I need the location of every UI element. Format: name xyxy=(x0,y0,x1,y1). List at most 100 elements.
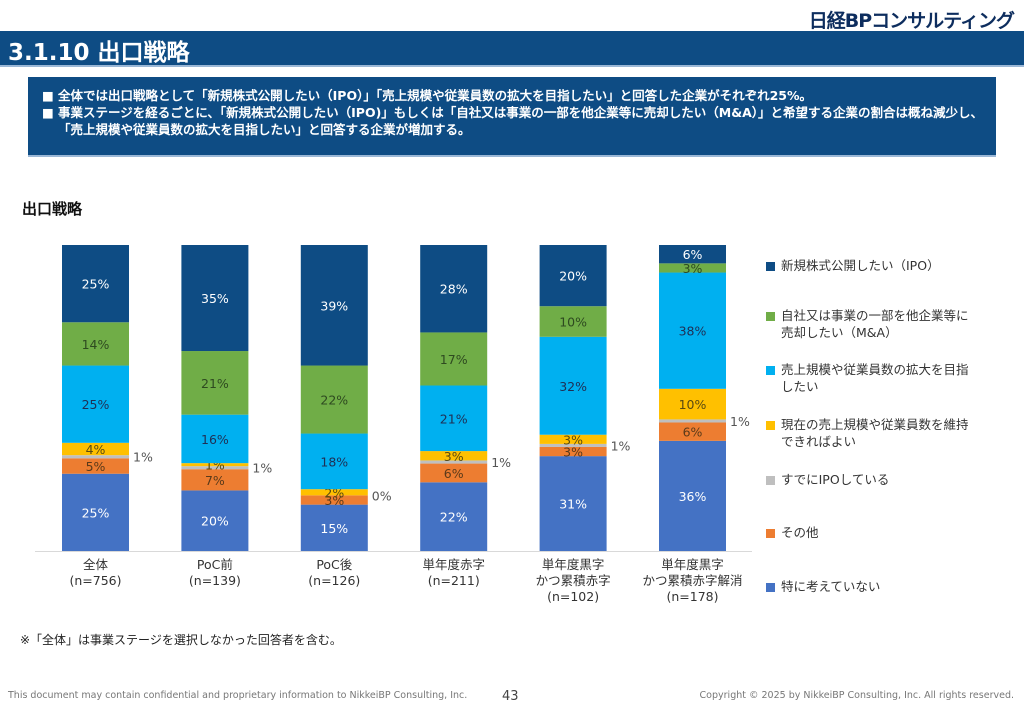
bar-segment xyxy=(181,469,249,491)
stacked-bar-chart: 25% 5% 1% 4% 25% 14% 25% 全体(n=756) 20% 7% 1% 1% 16% 2… xyxy=(35,245,752,604)
data-label: 21% xyxy=(440,411,468,426)
bar-segment xyxy=(420,460,488,464)
legend-item: 新規株式公開したい（IPO） xyxy=(766,257,1006,274)
category-label: かつ累積赤字 xyxy=(536,573,611,588)
legend-item: 特に考えていない xyxy=(766,578,1006,595)
legend-label: 売却したい（M&A） xyxy=(781,325,898,340)
bar-segment xyxy=(539,446,607,457)
data-label: 20% xyxy=(559,269,587,284)
bar-segment xyxy=(181,466,249,470)
data-label: 5% xyxy=(86,459,106,474)
data-label: 0% xyxy=(372,488,392,503)
bar-segment xyxy=(659,422,726,441)
data-label: 3% xyxy=(444,449,464,464)
bar-segment xyxy=(659,272,726,389)
bar-segment xyxy=(300,365,368,434)
bar-segment xyxy=(181,414,249,464)
data-label: 3% xyxy=(324,493,344,508)
legend-label: できればよい xyxy=(781,434,857,449)
data-label: 3% xyxy=(563,432,583,447)
bar-segment xyxy=(539,306,607,337)
data-label: 31% xyxy=(559,497,587,512)
copyright: Copyright © 2025 by NikkeiBP Consulting,… xyxy=(699,690,1014,701)
data-label: 17% xyxy=(440,352,468,367)
category-label: 単年度黒字 xyxy=(542,557,605,572)
category-label: (n=211) xyxy=(428,573,480,588)
summary-box: 全体では出口戦略として「新規株式公開したい（IPO）」「売上規模や従業員数の拡大… xyxy=(28,77,996,157)
bar-segment xyxy=(420,463,488,483)
data-label: 39% xyxy=(320,298,348,313)
bar-segment xyxy=(62,458,129,474)
legend-label: その他 xyxy=(781,525,819,540)
bar-segment xyxy=(659,245,726,264)
category-label: PoC後 xyxy=(316,557,352,572)
bar-segment xyxy=(659,388,726,420)
legend-swatch xyxy=(766,583,775,592)
bar-segment xyxy=(539,336,607,435)
bar-segment xyxy=(420,385,488,452)
bar-segment xyxy=(420,245,488,333)
footnote: ※「全体」は事業ステージを選択しなかった回答者を含む。 xyxy=(20,633,342,647)
bar-segment xyxy=(659,440,726,551)
bar-segment xyxy=(62,365,129,443)
bar-segment xyxy=(539,434,607,444)
legend-item: すでにIPOしている xyxy=(766,471,1006,488)
bar-segment xyxy=(181,463,249,467)
data-label: 32% xyxy=(559,379,587,394)
bar-segment xyxy=(300,495,368,505)
chart-title: 出口戦略 xyxy=(22,200,83,218)
bar-segment xyxy=(420,332,488,386)
data-label: 1% xyxy=(252,461,272,476)
summary-bullet: 全体では出口戦略として「新規株式公開したい（IPO）」「売上規模や従業員数の拡大… xyxy=(42,87,986,104)
data-label: 25% xyxy=(82,397,110,412)
data-label: 7% xyxy=(205,473,225,488)
bar-segment xyxy=(539,443,607,447)
data-label: 20% xyxy=(201,514,229,529)
data-label: 15% xyxy=(320,521,348,536)
data-label: 1% xyxy=(133,450,153,465)
bar-segment xyxy=(62,245,129,323)
legend-swatch xyxy=(766,421,775,430)
data-label: 16% xyxy=(201,432,229,447)
category-label: (n=102) xyxy=(547,589,599,604)
legend-swatch xyxy=(766,476,775,485)
data-label: 6% xyxy=(683,425,703,440)
summary-bullet: 事業ステージを経るごとに、「新規株式公開したい（IPO)」もしくは「自社又は事業… xyxy=(42,104,986,138)
category-label: (n=756) xyxy=(69,573,121,588)
data-label: 3% xyxy=(563,445,583,460)
legend-swatch xyxy=(766,262,775,271)
legend-swatch xyxy=(766,366,775,375)
bar-segment xyxy=(181,351,249,415)
data-label: 22% xyxy=(320,393,348,408)
category-label: 単年度赤字 xyxy=(422,557,485,572)
data-label: 1% xyxy=(491,455,511,470)
category-label: PoC前 xyxy=(197,557,233,572)
data-label: 38% xyxy=(679,324,707,339)
bar-segment xyxy=(181,490,249,551)
bar-segment xyxy=(181,245,249,352)
bar-segment xyxy=(420,482,488,551)
legend-label: 自社又は事業の一部を他企業等に xyxy=(781,308,969,323)
bar-segment xyxy=(539,456,607,551)
data-label: 18% xyxy=(320,454,348,469)
data-label: 3% xyxy=(683,261,703,276)
legend-item: 売上規模や従業員数の拡大を目指 したい xyxy=(766,361,1006,395)
bar-segment xyxy=(659,263,726,273)
company-logo: 日経BPコンサルティング xyxy=(808,10,1015,32)
bar-segment xyxy=(300,433,368,490)
legend-item: 現在の売上規模や従業員数を維持 できればよい xyxy=(766,416,1006,450)
bar-segment xyxy=(62,473,129,551)
bar-segment xyxy=(420,451,488,461)
legend-label: 特に考えていない xyxy=(781,579,881,594)
page-title: 3.1.10 出口戦略 xyxy=(8,40,190,66)
legend-swatch xyxy=(766,312,775,321)
data-label: 21% xyxy=(201,376,229,391)
category-label: かつ累積赤字解消 xyxy=(642,573,742,588)
page-number: 43 xyxy=(502,689,519,704)
data-label: 14% xyxy=(82,337,110,352)
legend-label: 現在の売上規模や従業員数を維持 xyxy=(781,417,969,432)
disclaimer: This document may contain confidential a… xyxy=(8,690,468,701)
legend-label: すでにIPOしている xyxy=(781,472,890,487)
data-label: 4% xyxy=(86,442,106,457)
bar-segment xyxy=(62,455,129,459)
